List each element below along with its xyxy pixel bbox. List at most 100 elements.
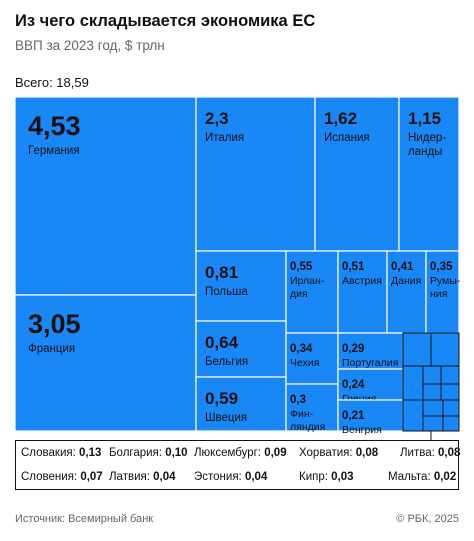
legend-value: 0,08	[355, 447, 379, 459]
legend-value: 0,08	[438, 447, 461, 459]
tile-country-label: дия	[290, 288, 308, 300]
legend-item: Эстония: 0,04	[194, 471, 267, 483]
tile-15: 0,29 Португалия	[337, 332, 404, 370]
legend-value: 0,09	[264, 447, 287, 459]
tile-value-label: 0,59	[205, 389, 238, 408]
legend-value: 0,04	[244, 471, 268, 483]
treemap-tile	[337, 368, 404, 401]
tile-2: 3,05 Франция	[14, 294, 197, 432]
tile-value-label: 4,53	[28, 111, 81, 141]
legend-country-name: Латвия:	[109, 471, 154, 483]
chart-title: Из чего складывается экономика ЕС	[15, 12, 316, 30]
small-countries-legend: Словакия: 0,13 Болгария: 0,10 Люксембург: …	[15, 440, 461, 491]
legend-item: Люксембург: 0,09	[194, 447, 287, 459]
tile-country-label: Чехия	[290, 357, 319, 369]
copyright-note: © РБК, 2025	[396, 513, 459, 525]
tile-12: 0,59 Швеция	[195, 376, 287, 432]
tile-value-label: 3,05	[28, 309, 81, 339]
tile-3: 2,3 Италия	[195, 96, 316, 252]
tile-value-label: 0,34	[290, 343, 313, 355]
treemap-tile	[195, 250, 287, 322]
legend-item: Болгария: 0,10	[109, 447, 188, 459]
tile-value-label: 0,35	[430, 261, 453, 273]
tile-7: 0,55 Ирлан-дия	[285, 250, 339, 334]
legend-country-name: Болгария:	[109, 447, 166, 459]
tile-value-label: 0,3	[290, 394, 306, 406]
tile-8: 0,51 Австрия	[337, 250, 388, 334]
tile-value-label: 0,41	[391, 261, 414, 273]
tile-country-label: Австрия	[342, 275, 382, 287]
tile-country-label: Франция	[28, 343, 75, 355]
legend-value: 0,03	[331, 471, 354, 483]
legend-value: 0,02	[433, 471, 457, 483]
tile-13: 0,34 Чехия	[285, 332, 339, 385]
tile-country-label: Румы-	[430, 275, 461, 287]
treemap-tile	[195, 96, 316, 252]
legend-item: Латвия: 0,04	[109, 471, 176, 483]
tile-value-label: 0,64	[205, 333, 239, 352]
total-label: Всего: 18,59	[15, 75, 89, 90]
tile-country-label: Испания	[324, 132, 370, 144]
tile-value-label: 1,15	[408, 109, 441, 128]
tile-value-label: 2,3	[205, 109, 229, 128]
treemap-tile	[314, 96, 400, 252]
treemap-tile	[285, 383, 339, 432]
legend-country-name: Кипр:	[299, 471, 332, 483]
tile-value-label: 0,81	[205, 263, 238, 282]
tile-value-label: 0,21	[342, 410, 365, 422]
treemap-tile	[386, 250, 427, 334]
legend-item: Словения: 0,07	[21, 471, 103, 483]
legend-country-name: Хорватия:	[299, 447, 356, 459]
tile-country-label: Нидер-	[408, 132, 446, 144]
tile-country-label: Польша	[205, 286, 248, 298]
tile-17: 0,21 Венгрия	[337, 399, 404, 436]
tile-11: 0,64 Бельгия	[195, 320, 287, 378]
tile-country-label: Португалия	[342, 357, 398, 369]
tile-6: 0,81 Польша	[195, 250, 287, 322]
tile-country-label: ланды	[408, 146, 442, 158]
legend-value: 0,10	[165, 447, 188, 459]
tile-1: 4,53 Германия	[14, 96, 197, 296]
treemap-tile	[285, 250, 339, 334]
tile-9: 0,41 Дания	[386, 250, 427, 334]
legend-item: Хорватия: 0,08	[299, 447, 378, 459]
legend-row: Словения: 0,07 Латвия: 0,04 Эстония: 0,04 К…	[16, 467, 458, 491]
treemap-tile	[398, 96, 460, 252]
chart-subtitle: ВВП за 2023 год, $ трлн	[15, 38, 165, 53]
tile-value-label: 0,55	[290, 261, 313, 273]
tile-5: 1,15 Нидер-ланды	[398, 96, 460, 252]
source-note: Источник: Всемирный банк	[15, 513, 154, 525]
tile-country-label: ляндия	[290, 421, 325, 433]
tile-country-label: Венгрия	[342, 424, 382, 436]
tile-country-label: Ирлан-	[290, 275, 325, 287]
tile-country-label: Германия	[28, 145, 80, 157]
tile-country-label: Швеция	[205, 412, 247, 424]
tile-value-label: 1,62	[324, 109, 357, 128]
tile-10: 0,35 Румы-ния	[425, 250, 461, 334]
tile-country-label: Италия	[205, 132, 244, 144]
small-countries-tile-group	[402, 332, 460, 440]
tile-country-label: ния	[430, 288, 447, 300]
legend-value: 0,07	[80, 471, 103, 483]
legend-item: Кипр: 0,03	[299, 471, 354, 483]
legend-country-name: Словакия:	[21, 447, 79, 459]
tile-country-label: Фин-	[290, 408, 314, 420]
legend-country-name: Эстония:	[194, 471, 245, 483]
treemap-tile	[337, 332, 404, 370]
legend-value: 0,13	[79, 447, 102, 459]
legend-value: 0,04	[153, 471, 176, 483]
tile-value-label: 0,51	[342, 261, 365, 273]
tile-value-label: 0,24	[342, 379, 365, 391]
tile-country-label: Бельгия	[205, 356, 248, 368]
treemap-tile	[14, 96, 197, 296]
legend-country-name: Литва:	[400, 447, 439, 459]
legend-item: Мальта: 0,02	[388, 471, 456, 483]
legend-country-name: Словения:	[21, 471, 81, 483]
legend-row: Словакия: 0,13 Болгария: 0,10 Люксембург: …	[16, 443, 461, 467]
tile-14: 0,3 Фин-ляндия	[285, 383, 339, 433]
tile-country-label: Дания	[391, 275, 421, 287]
mini-tile	[442, 415, 460, 432]
legend-country-name: Люксембург:	[194, 447, 265, 459]
